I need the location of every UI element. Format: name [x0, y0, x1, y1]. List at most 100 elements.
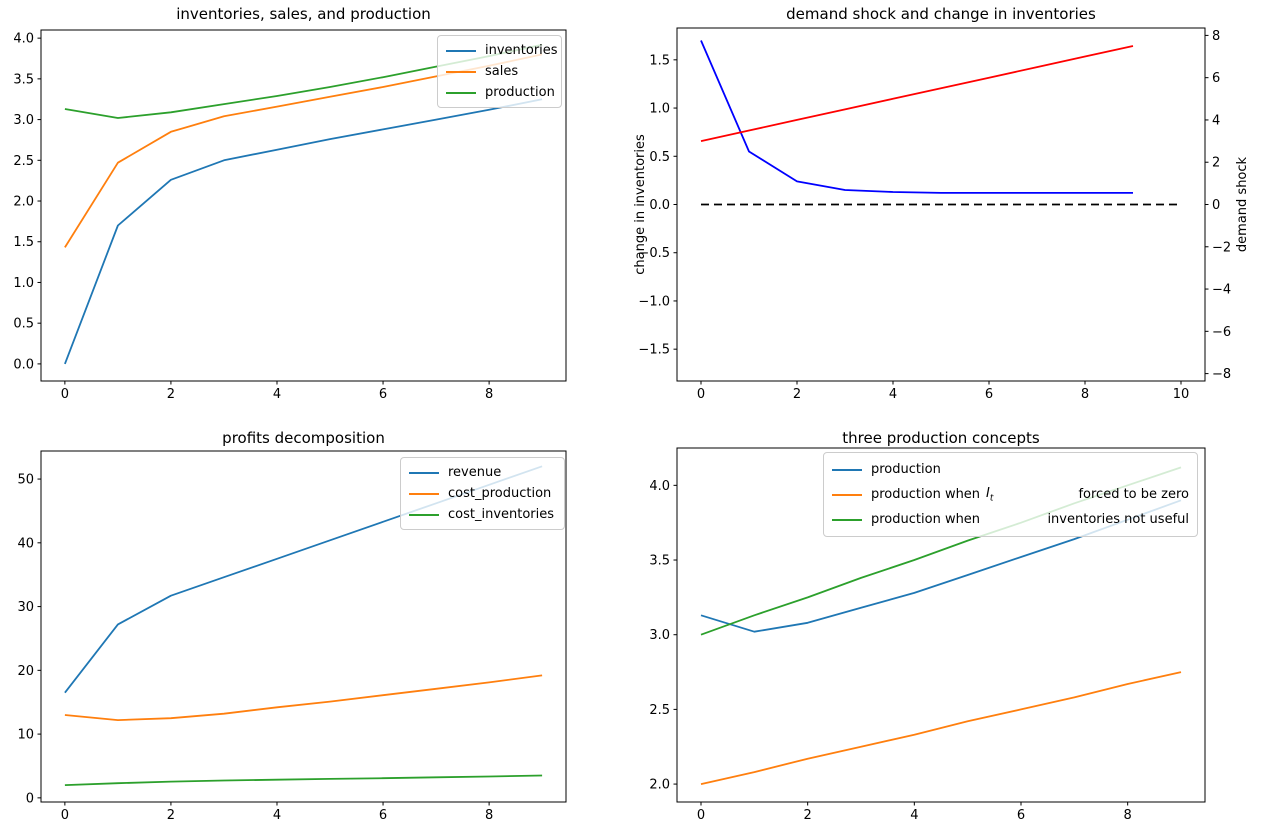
legend-entry: production: [832, 457, 1189, 482]
legend-label: production: [871, 462, 941, 477]
series-line: [64, 774, 543, 786]
tick-label: 6: [1212, 71, 1220, 86]
chart-title: inventories, sales, and production: [176, 5, 431, 23]
plot-svg-2: 0 2 4 6 8 0 10 20 30 40 50: [17, 450, 567, 823]
y-ticks-right: −8 −6 −4 −2 0 2 4 6 8: [1205, 29, 1231, 382]
legend-line-sample: [832, 468, 862, 471]
tick-label: 1.0: [649, 102, 670, 117]
chart-demand-shock-and-change-in-inventories: demand shock and change in inventories 0…: [632, 0, 1264, 417]
tick-label: 2.0: [13, 195, 34, 210]
y-ticks-left: 2.0 2.5 3.0 3.5 4.0: [649, 479, 677, 793]
tick-label: −6: [1212, 325, 1231, 340]
legend-line-sample: [832, 518, 862, 521]
series-line: [64, 674, 543, 722]
chart-profits-decomposition: profits decomposition 0 2 4 6 8 0 10 20 30 40 50 r…: [0, 417, 632, 834]
axes-spines: [40, 450, 567, 803]
tick-label: 4.0: [13, 32, 34, 47]
tick-label: 50: [17, 473, 34, 488]
tick-label: 6: [985, 387, 993, 402]
tick-label: 3.0: [13, 113, 34, 128]
legend-math-symbol: It: [986, 485, 994, 504]
legend-box: revenue cost_production cost_inventories: [400, 457, 565, 530]
tick-label: 8: [485, 808, 493, 823]
legend-label: inventories: [485, 43, 558, 58]
tick-label: −1.5: [638, 343, 670, 358]
tick-label: 1.5: [13, 235, 34, 250]
tick-label: 10: [1173, 387, 1190, 402]
legend-entry: production: [446, 82, 555, 103]
plot-svg-3: 0 2 4 6 8 2.0 2.5 3.0 3.5 4.0: [649, 447, 1206, 823]
tick-label: 8: [1081, 387, 1089, 402]
tick-label: 20: [17, 664, 34, 679]
tick-label: 6: [379, 808, 387, 823]
tick-label: 1.5: [649, 53, 670, 68]
legend-label: production: [485, 85, 555, 100]
tick-label: 0: [61, 808, 69, 823]
plot-svg-1: 0 2 4 6 8 10 −1.5 −1.0 −0.5 0.0 0.5 1.0 1.5 −8 −6 −4 −2 0…: [633, 27, 1250, 402]
series-line: [700, 45, 1134, 142]
y-ticks-left: −1.5 −1.0 −0.5 0.0 0.5 1.0 1.5: [638, 53, 677, 358]
tick-label: 0: [61, 387, 69, 402]
series-line: [700, 40, 1133, 194]
tick-label: 4: [889, 387, 897, 402]
tick-label: 8: [485, 387, 493, 402]
legend-entry: production when inventories not useful: [832, 507, 1189, 532]
tick-label: 2.5: [649, 703, 670, 718]
tick-label: 4: [273, 808, 281, 823]
legend-box: production production when It forced to be …: [823, 452, 1198, 537]
legend-entry: revenue: [409, 462, 556, 483]
tick-label: 0.5: [13, 317, 34, 332]
legend-box: inventories sales production: [437, 35, 562, 108]
tick-label: 3.5: [649, 554, 670, 569]
legend-line-sample: [409, 513, 439, 516]
tick-label: 2: [1212, 156, 1220, 171]
legend-line-sample: [409, 492, 439, 495]
tick-label: 0: [26, 791, 34, 806]
series-line: [64, 98, 543, 365]
tick-label: 2: [804, 808, 812, 823]
tick-label: 2: [167, 387, 175, 402]
x-ticks: 0 2 4 6 8: [61, 381, 493, 402]
legend-label: production when: [871, 512, 981, 527]
legend-line-sample: [446, 70, 476, 73]
tick-label: 0.0: [649, 198, 670, 213]
tick-label: 2.0: [649, 778, 670, 793]
legend-label: sales: [485, 64, 519, 79]
tick-label: 3.5: [13, 72, 34, 87]
legend-line-sample: [446, 91, 476, 94]
tick-label: 8: [1124, 808, 1132, 823]
x-ticks: 0 2 4 6 8 10: [697, 381, 1189, 402]
tick-label: 0: [697, 808, 705, 823]
tick-label: 0.0: [13, 357, 34, 372]
x-ticks: 0 2 4 6 8: [61, 802, 493, 823]
legend-line-sample: [409, 471, 439, 474]
series-line: [700, 671, 1182, 785]
tick-label: 6: [379, 387, 387, 402]
y-ticks-left: 0 10 20 30 40 50: [17, 473, 41, 806]
chart-title: profits decomposition: [222, 429, 385, 447]
legend-label: production when: [871, 487, 981, 502]
tick-label: 4: [910, 808, 918, 823]
tick-label: 40: [17, 536, 34, 551]
axes-spines: [40, 29, 567, 382]
y-axis-label-left: change in inventories: [633, 134, 648, 275]
tick-label: −2: [1212, 240, 1231, 255]
tick-label: 1.0: [13, 276, 34, 291]
legend-label: revenue: [448, 465, 502, 480]
series-lines: [700, 40, 1181, 206]
tick-label: −1.0: [638, 294, 670, 309]
tick-label: 2.5: [13, 154, 34, 169]
tick-label: 0.5: [649, 150, 670, 165]
y-ticks-left: 0.0 0.5 1.0 1.5 2.0 2.5 3.0 3.5 4.0: [13, 32, 41, 372]
legend-label-right: inventories not useful: [1047, 512, 1189, 527]
tick-label: 2: [793, 387, 801, 402]
legend-label-right: forced to be zero: [1078, 487, 1189, 502]
chart-title: demand shock and change in inventories: [786, 5, 1096, 23]
legend-line-sample: [832, 493, 862, 496]
tick-label: −0.5: [638, 246, 670, 261]
tick-label: −8: [1212, 367, 1231, 382]
tick-label: 0: [697, 387, 705, 402]
tick-label: 3.0: [649, 628, 670, 643]
tick-label: 0: [1212, 198, 1220, 213]
legend-line-sample: [446, 49, 476, 52]
